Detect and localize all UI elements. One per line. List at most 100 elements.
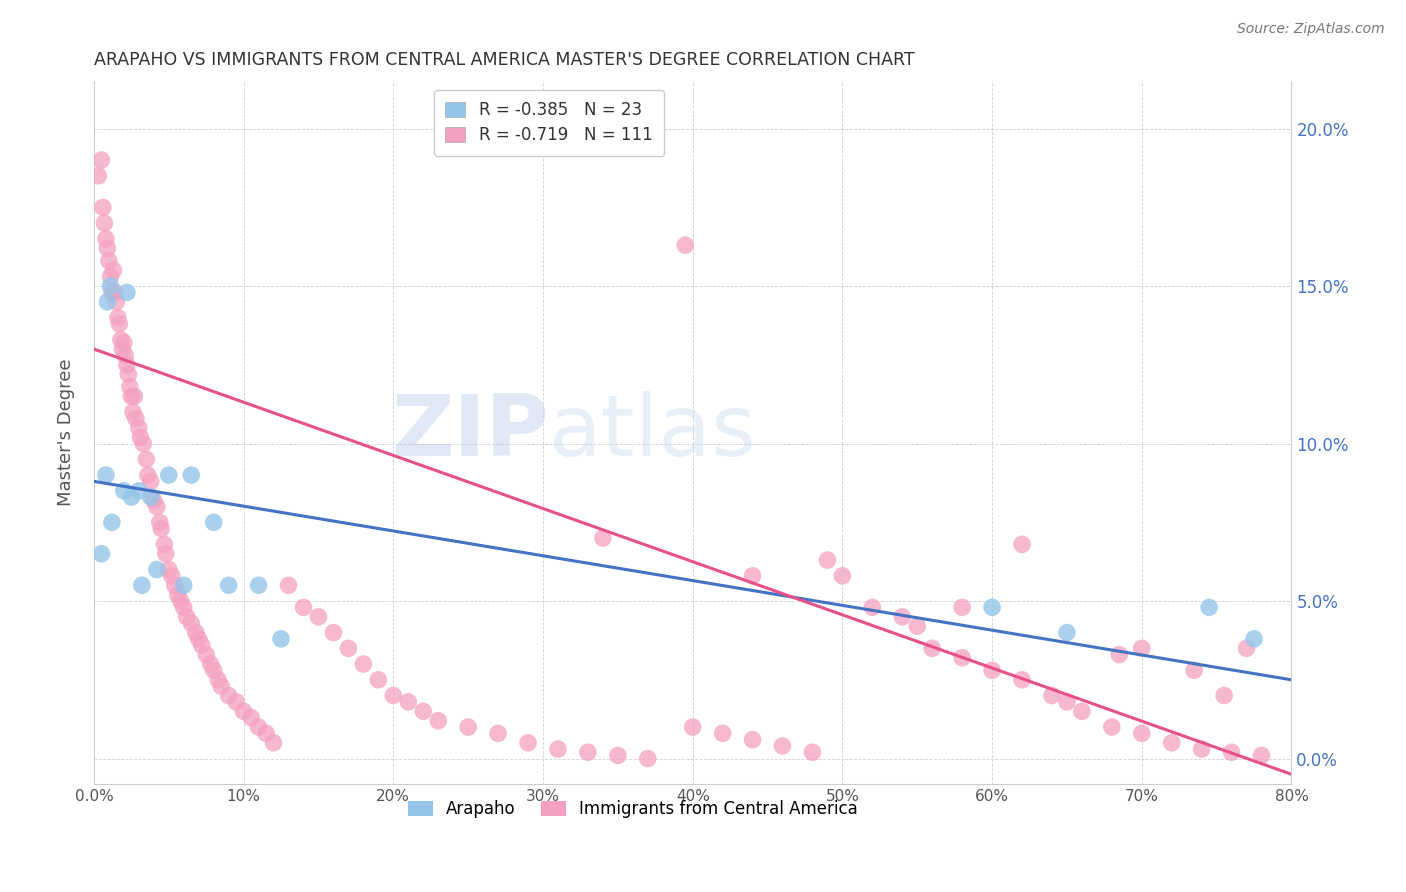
Point (270, 632, 292, 646)
Text: ARAPAHO VS IMMIGRANTS FROM CENTRAL AMERICA MASTER'S DEGREE CORRELATION CHART: ARAPAHO VS IMMIGRANTS FROM CENTRAL AMERI… (94, 51, 914, 69)
Point (96, 294, 118, 309)
Point (950, 600, 973, 615)
Point (1056, 625, 1078, 640)
Point (1160, 736, 1182, 750)
Point (921, 641, 943, 656)
Point (112, 483, 135, 498)
Point (118, 380, 141, 394)
Point (142, 493, 165, 508)
Point (180, 468, 202, 483)
Point (136, 468, 159, 483)
Point (139, 490, 162, 504)
Point (815, 553, 838, 567)
Point (225, 695, 247, 709)
Point (150, 522, 173, 536)
Point (97, 253, 120, 268)
Point (128, 483, 150, 498)
Point (322, 625, 344, 640)
Point (1056, 695, 1078, 709)
Point (547, 742, 569, 756)
Point (94, 232, 117, 246)
Point (93, 216, 115, 230)
Point (87, 169, 110, 183)
Point (131, 578, 153, 592)
Point (101, 285, 124, 300)
Point (831, 569, 853, 583)
Point (457, 720, 479, 734)
Point (1130, 641, 1153, 656)
Point (121, 405, 143, 419)
Legend: Arapaho, Immigrants from Central America: Arapaho, Immigrants from Central America (401, 793, 865, 824)
Point (1250, 748, 1272, 763)
Point (187, 632, 209, 646)
Point (157, 468, 180, 483)
Point (91, 200, 114, 214)
Point (240, 710, 263, 724)
Point (673, 238, 696, 252)
Point (382, 689, 405, 703)
Point (120, 490, 142, 504)
Point (1101, 720, 1123, 734)
Point (114, 348, 136, 362)
Point (412, 704, 434, 718)
Point (247, 720, 270, 734)
Point (108, 317, 131, 331)
Point (218, 578, 240, 592)
Point (352, 657, 374, 671)
Point (1182, 664, 1205, 678)
Point (1011, 673, 1033, 687)
Point (111, 342, 134, 356)
Point (107, 310, 129, 325)
Point (1130, 726, 1153, 740)
Point (163, 578, 186, 592)
Point (263, 736, 285, 750)
Point (1011, 537, 1033, 551)
Point (1070, 704, 1092, 718)
Point (209, 679, 232, 693)
Point (115, 285, 138, 300)
Point (160, 569, 183, 583)
Point (173, 600, 195, 615)
Point (96, 241, 118, 255)
Point (232, 704, 254, 718)
Point (1236, 641, 1258, 656)
Point (396, 695, 419, 709)
Point (90, 153, 112, 167)
Point (741, 732, 763, 747)
Point (905, 619, 928, 633)
Y-axis label: Master's Degree: Master's Degree (58, 359, 75, 507)
Point (94, 468, 117, 483)
Point (124, 389, 146, 403)
Point (950, 650, 973, 665)
Point (860, 600, 883, 615)
Point (105, 294, 128, 309)
Point (100, 279, 122, 293)
Point (772, 739, 794, 753)
Point (157, 563, 180, 577)
Point (176, 609, 198, 624)
Point (981, 600, 1004, 615)
Point (129, 430, 152, 444)
Point (120, 389, 142, 403)
Point (682, 720, 704, 734)
Text: Source: ZipAtlas.com: Source: ZipAtlas.com (1237, 22, 1385, 37)
Point (115, 358, 138, 372)
Point (1108, 648, 1130, 662)
Point (195, 648, 218, 662)
Point (218, 689, 240, 703)
Point (367, 673, 389, 687)
Point (202, 516, 225, 530)
Point (891, 609, 914, 624)
Point (741, 569, 763, 583)
Point (1191, 742, 1213, 756)
Point (576, 745, 599, 759)
Point (308, 609, 330, 624)
Point (149, 516, 172, 530)
Point (90, 547, 112, 561)
Point (1220, 745, 1243, 759)
Point (146, 563, 169, 577)
Point (153, 537, 176, 551)
Point (292, 600, 315, 615)
Point (207, 673, 229, 687)
Point (155, 547, 177, 561)
